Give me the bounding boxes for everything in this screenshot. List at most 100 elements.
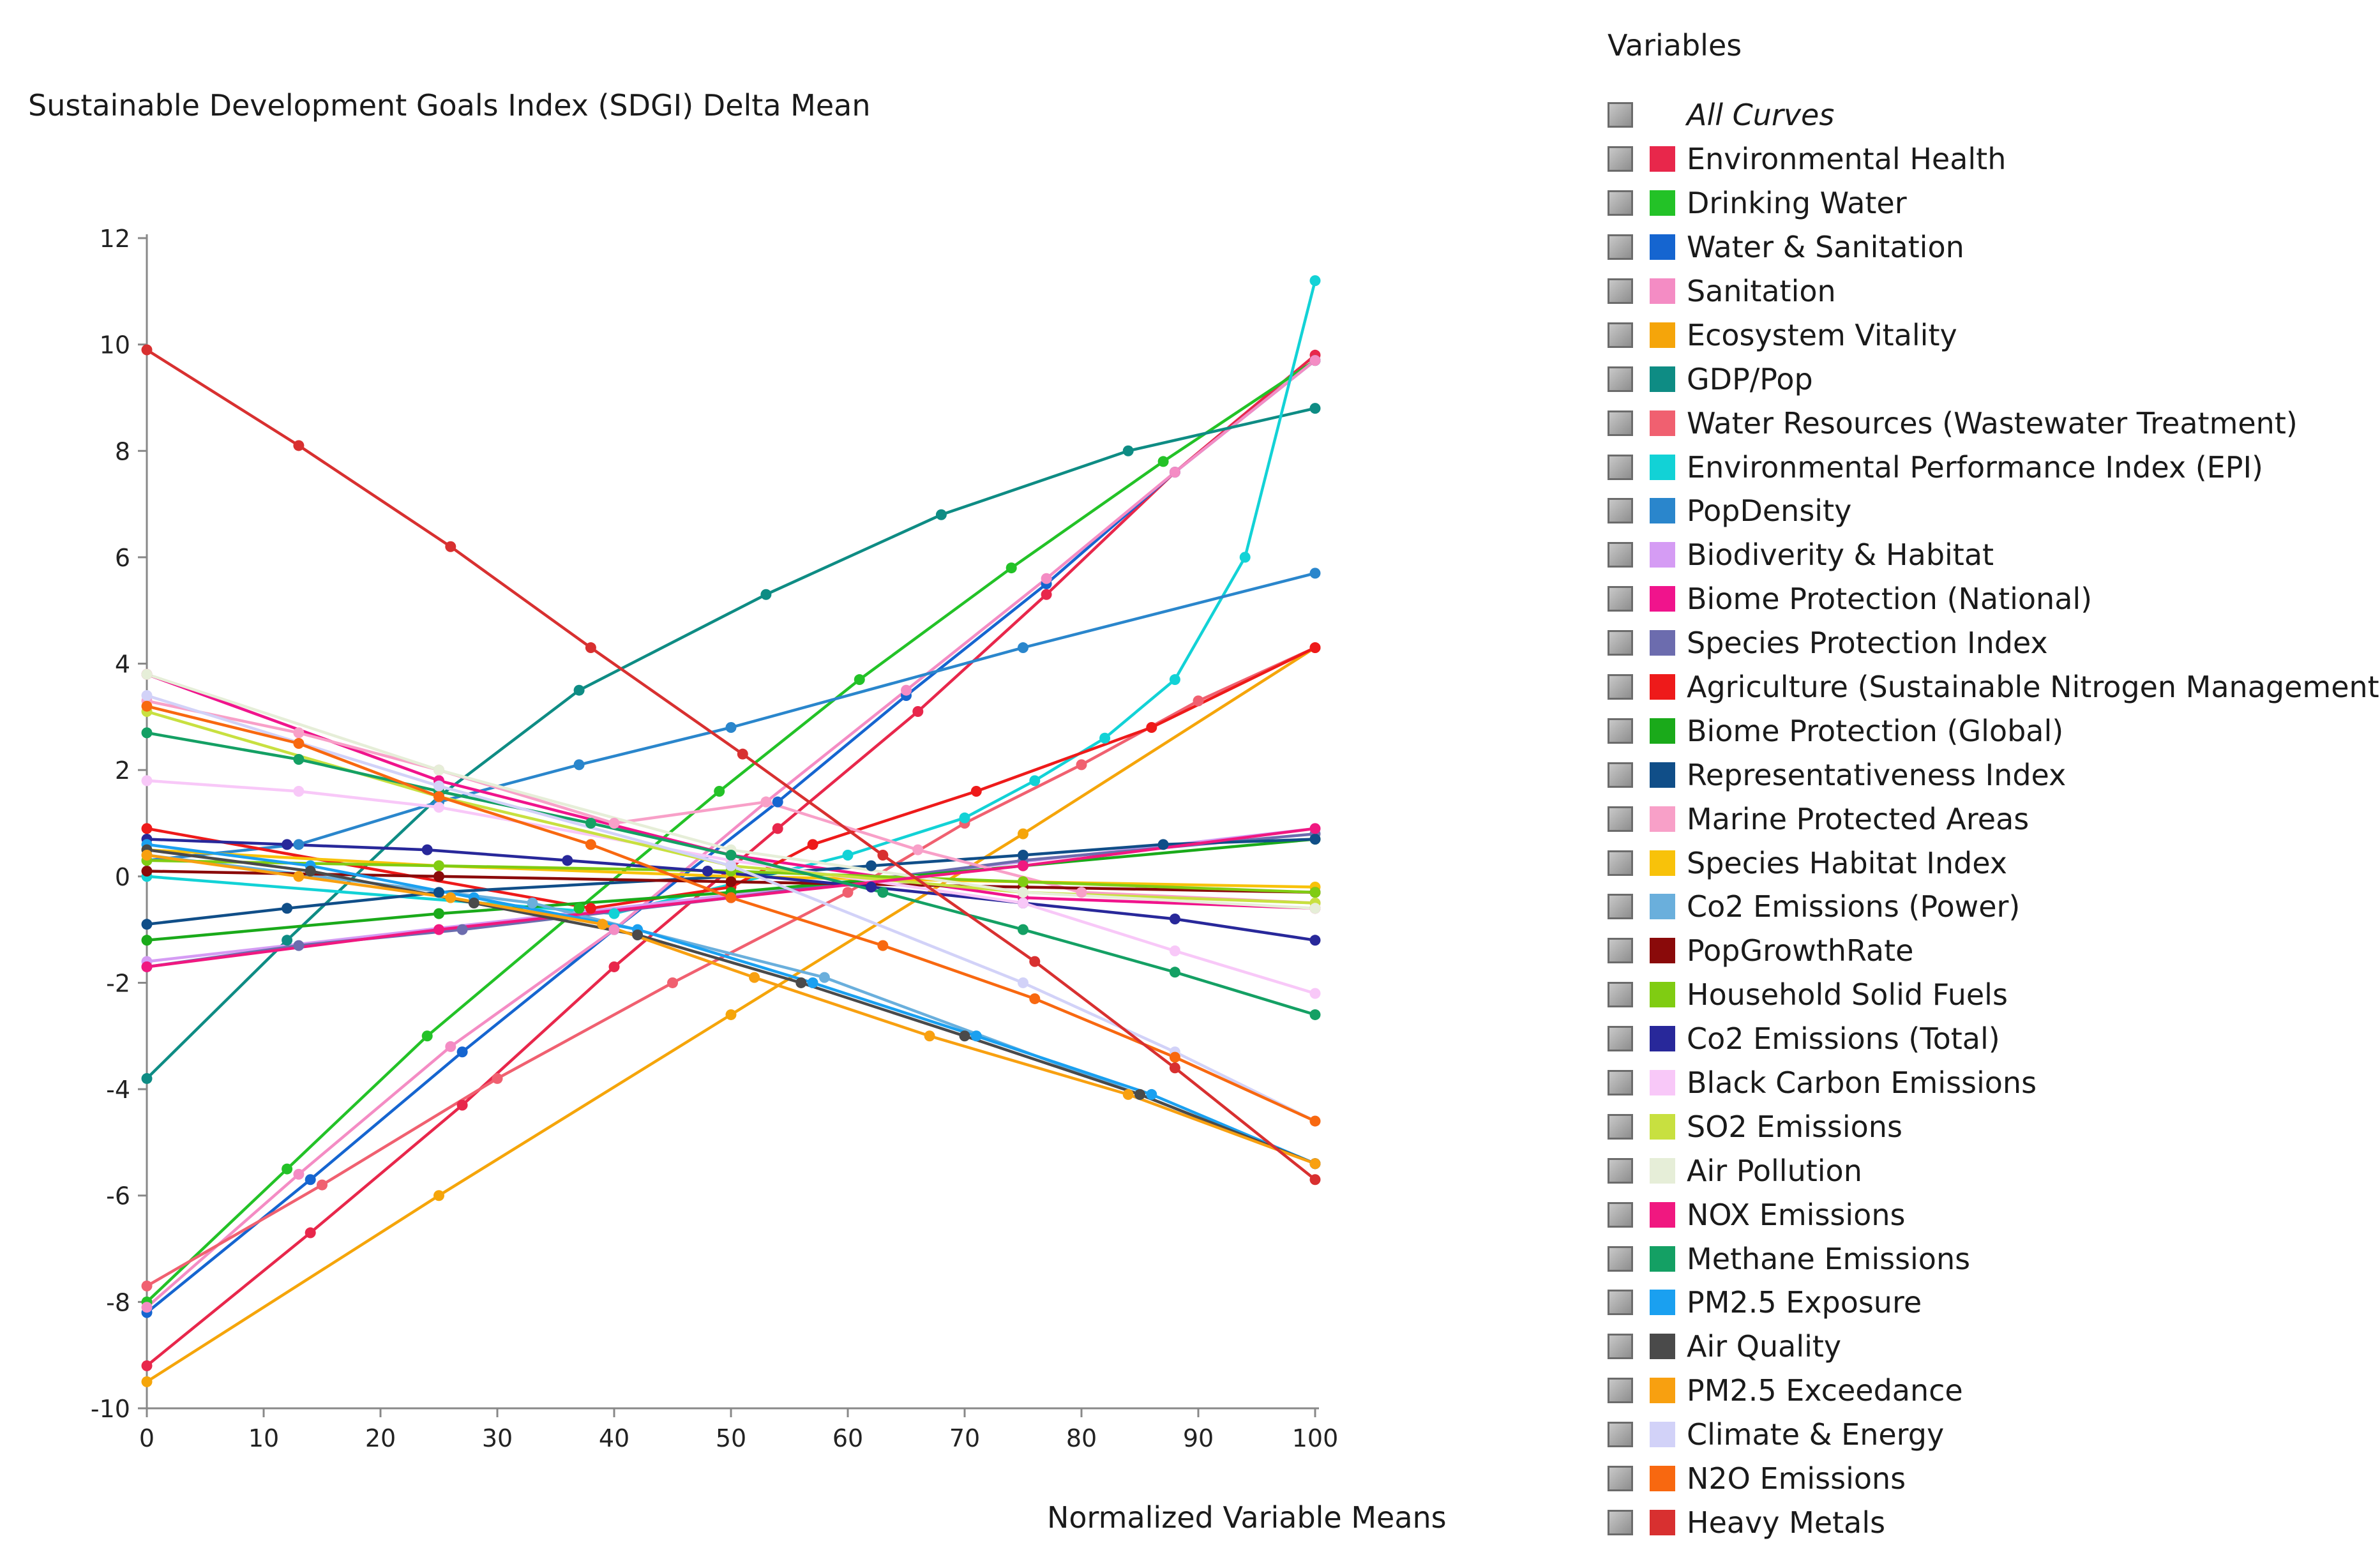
legend-label: Biome Protection (Global) [1687,713,2064,748]
checkbox[interactable] [1608,410,1633,436]
legend-item-household-solid-fuels[interactable]: Household Solid Fuels [1608,973,2374,1017]
checkbox[interactable] [1608,1290,1633,1316]
checkbox[interactable] [1608,850,1633,876]
legend-label: Biodiverity & Habitat [1687,538,1994,573]
legend-item-climate-energy[interactable]: Climate & Energy [1608,1413,2374,1457]
series-point-drinking-water [714,786,725,797]
checkbox[interactable] [1608,718,1633,744]
legend-item-methane-emissions[interactable]: Methane Emissions [1608,1237,2374,1281]
checkbox[interactable] [1608,542,1633,568]
checkbox[interactable] [1608,1201,1633,1228]
checkbox[interactable] [1608,982,1633,1008]
checkbox[interactable] [1608,894,1633,920]
legend-item-biome-protection-global[interactable]: Biome Protection (Global) [1608,709,2374,753]
checkbox[interactable] [1608,1334,1633,1360]
series-point-drinking-water [282,1163,293,1175]
legend-item-black-carbon-emissions[interactable]: Black Carbon Emissions [1608,1061,2374,1105]
legend-item-sanitation[interactable]: Sanitation [1608,269,2374,313]
legend-item-pm2-5-exceedance[interactable]: PM2.5 Exceedance [1608,1369,2374,1413]
checkbox[interactable] [1608,322,1633,348]
legend-item-agriculture-sustainable-nitrogen-management[interactable]: Agriculture (Sustainable Nitrogen Manage… [1608,665,2380,709]
checkbox[interactable] [1608,498,1633,524]
checkbox[interactable] [1608,630,1633,656]
series-point-environmental-performance-index-epi [1029,775,1041,787]
series-line-climate-energy [146,694,1316,1123]
legend-label: Environmental Performance Index (EPI) [1687,449,2263,485]
legend-item-popdensity[interactable]: PopDensity [1608,489,2374,533]
checkbox[interactable] [1608,806,1633,832]
series-point-representativeness-index [1309,833,1321,845]
checkbox[interactable] [1608,938,1633,964]
series-point-drinking-water [1157,456,1169,467]
series-point-pm2-5-exceedance [597,919,608,930]
series-point-gdp-pop [935,509,947,520]
checkbox[interactable] [1608,1157,1633,1184]
checkbox[interactable] [1608,190,1633,216]
legend-item-popgrowthrate[interactable]: PopGrowthRate [1608,929,2374,973]
legend-item-representativeness-index[interactable]: Representativeness Index [1608,753,2374,797]
series-point-drinking-water [854,674,865,686]
legend-item-gdp-pop[interactable]: GDP/Pop [1608,357,2374,401]
checkbox[interactable] [1608,762,1633,788]
series-point-popdensity [725,722,737,734]
checkbox[interactable] [1608,1422,1633,1448]
series-point-water-resources-wastewater-treatment [1076,759,1087,771]
series-line-popdensity [146,571,1316,862]
series-point-heavy-metals [1169,1062,1180,1074]
checkbox[interactable] [1608,1378,1633,1404]
legend-swatch [1650,190,1675,216]
legend-item-all-curves[interactable]: All Curves [1608,93,2374,137]
series-point-co2-emissions-total [421,844,433,855]
legend-item-co2-emissions-power[interactable]: Co2 Emissions (Power) [1608,885,2374,929]
legend-item-so2-emissions[interactable]: SO2 Emissions [1608,1104,2374,1148]
x-tick-label: 80 [1066,1424,1097,1452]
legend-item-pm2-5-exposure[interactable]: PM2.5 Exposure [1608,1281,2374,1325]
legend-item-ecosystem-vitality[interactable]: Ecosystem Vitality [1608,313,2374,357]
legend-item-water-sanitation[interactable]: Water & Sanitation [1608,225,2374,269]
legend-item-environmental-performance-index-epi[interactable]: Environmental Performance Index (EPI) [1608,445,2374,489]
series-point-co2-emissions-power [818,972,830,983]
series-point-sanitation [1309,355,1321,366]
legend-item-air-quality[interactable]: Air Quality [1608,1325,2374,1369]
y-tick-label: 2 [115,757,130,785]
legend-item-biodiverity-habitat[interactable]: Biodiverity & Habitat [1608,533,2374,577]
checkbox[interactable] [1608,674,1633,700]
series-point-popgrowthrate [725,876,737,887]
series-line-gdp-pop [146,407,1316,1080]
legend-label: SO2 Emissions [1687,1109,1902,1144]
legend-swatch [1650,1246,1675,1272]
checkbox[interactable] [1608,1466,1633,1492]
checkbox[interactable] [1608,102,1633,128]
checkbox[interactable] [1608,454,1633,480]
legend-item-environmental-health[interactable]: Environmental Health [1608,137,2374,181]
legend-label: PopGrowthRate [1687,933,1914,968]
legend-swatch [1650,542,1675,568]
checkbox[interactable] [1608,1026,1633,1052]
legend-item-air-pollution[interactable]: Air Pollution [1608,1148,2374,1193]
checkbox[interactable] [1608,586,1633,612]
legend-label: Biome Protection (National) [1687,582,2093,617]
checkbox[interactable] [1608,234,1633,260]
legend-item-nox-emissions[interactable]: NOX Emissions [1608,1193,2374,1237]
series-point-environmental-performance-index-epi [842,849,854,861]
legend-label: Water & Sanitation [1687,230,1964,265]
legend-item-water-resources-wastewater-treatment[interactable]: Water Resources (Wastewater Treatment) [1608,401,2374,445]
legend-item-n2o-emissions[interactable]: N2O Emissions [1608,1457,2374,1501]
legend-item-heavy-metals[interactable]: Heavy Metals [1608,1501,2374,1545]
legend-item-species-protection-index[interactable]: Species Protection Index [1608,621,2374,665]
legend-item-co2-emissions-total[interactable]: Co2 Emissions (Total) [1608,1017,2374,1061]
checkbox[interactable] [1608,366,1633,392]
checkbox[interactable] [1608,146,1633,172]
x-tick-label: 30 [482,1424,513,1452]
checkbox[interactable] [1608,1509,1633,1535]
series-point-drinking-water [421,1030,433,1042]
legend-item-marine-protected-areas[interactable]: Marine Protected Areas [1608,797,2374,841]
checkbox[interactable] [1608,1070,1633,1096]
legend-item-species-habitat-index[interactable]: Species Habitat Index [1608,841,2374,885]
checkbox[interactable] [1608,1246,1633,1272]
checkbox[interactable] [1608,1113,1633,1140]
legend-item-biome-protection-national[interactable]: Biome Protection (National) [1608,577,2374,621]
legend-item-drinking-water[interactable]: Drinking Water [1608,181,2374,225]
checkbox[interactable] [1608,278,1633,304]
series-point-co2-emissions-total [282,839,293,850]
